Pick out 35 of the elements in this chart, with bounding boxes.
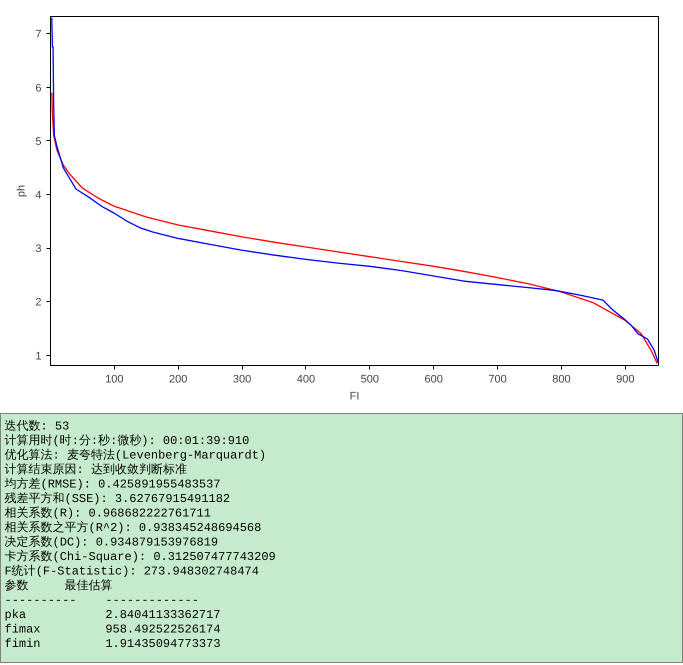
y-axis-title: ph [15, 184, 28, 198]
x-tick-label: 800 [552, 374, 571, 386]
y-tick-label: 4 [35, 189, 42, 202]
y-tick-label: 7 [35, 28, 42, 41]
y-tick-label: 2 [35, 296, 42, 309]
text: fimax 958.492522526174 [4, 622, 221, 636]
x-tick-label: 500 [360, 374, 380, 386]
line-series [51, 92, 658, 364]
y-tick-label: 3 [35, 243, 42, 256]
x-tick-label: 700 [488, 374, 507, 386]
x-tick-label: 900 [616, 374, 634, 386]
text: 迭代数: 53 [4, 420, 70, 434]
y-tick-label: 6 [35, 82, 42, 94]
x-tick-label: 300 [232, 374, 252, 386]
text: 计算用时(时:分:秒:微秒): 00:01:39:910 [4, 434, 250, 448]
text: 优化算法: 麦夸特法(Levenberg-Marquardt) [4, 448, 266, 462]
text: F统计(F-Statistic): 273.948302748474 [4, 564, 259, 578]
text: 卡方系数(Chi-Square): 0.312507477743209 [4, 549, 276, 564]
x-tick-label: 600 [424, 374, 443, 386]
text: ---------- ------------- [4, 594, 199, 608]
text: pka 2.84041133362717 [4, 608, 221, 622]
text: 参数 最佳估算 [4, 579, 113, 593]
x-axis-title: FI [350, 390, 360, 402]
text: fimin 1.91435094773373 [4, 637, 221, 651]
y-tick-label: 5 [35, 136, 42, 148]
x-tick-label: 400 [296, 374, 316, 386]
text: 决定系数(DC): 0.934879153976819 [4, 534, 218, 550]
y-tick-label: 1 [35, 350, 42, 362]
x-tick-label: 200 [169, 374, 188, 386]
text: 计算结束原因: 达到收敛判断标准 [4, 463, 187, 477]
x-tick-label: 100 [105, 374, 124, 386]
text: 残差平方和(SSE): 3.62767915491182 [4, 491, 230, 506]
text: 均方差(RMSE): 0.425891955483537 [4, 476, 221, 492]
text: 相关系数(R): 0.968682222761711 [4, 506, 211, 520]
text: 相关系数之平方(R^2): 0.938345248694568 [4, 520, 262, 535]
